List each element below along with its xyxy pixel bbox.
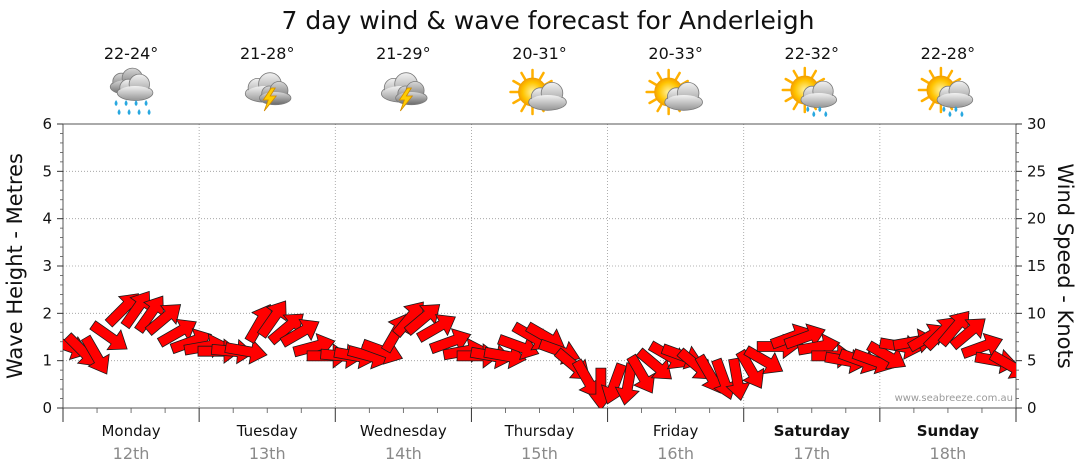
wind-arrow [725, 357, 751, 401]
rain-cloud-icon [109, 67, 154, 115]
left-tick-label: 2 [42, 304, 52, 322]
temperature-label: 22-24° [104, 44, 159, 63]
wind-arrow [988, 350, 1016, 379]
partly-cloudy-icon [645, 68, 703, 116]
wind-arrow [267, 313, 304, 346]
temperature-label: 22-28° [921, 44, 976, 63]
date-label: 13th [249, 444, 286, 463]
day-label: Thursday [504, 422, 575, 440]
sun-shower-icon [917, 66, 974, 117]
wind-arrow [614, 362, 640, 406]
wind-arrow [866, 340, 907, 370]
thunderstorm-icon [381, 72, 428, 112]
right-y-axis: 0 5 10 15 20 25 30 [1016, 115, 1046, 417]
date-label: 16th [657, 444, 694, 463]
right-tick-label: 25 [1027, 162, 1046, 180]
wind-arrow [403, 304, 441, 336]
date-label: 18th [930, 444, 967, 463]
day-label: Sunday [917, 422, 980, 440]
date-label: 12th [113, 444, 150, 463]
wind-arrow [626, 353, 656, 394]
left-tick-label: 0 [42, 399, 52, 417]
wind-arrow [415, 314, 456, 343]
right-tick-label: 10 [1027, 304, 1046, 322]
partly-cloudy-icon [509, 68, 567, 116]
day-label: Wednesday [360, 422, 447, 440]
x-axis: Monday 12th Tuesday 13th Wednesday 14th Thursd… [62, 408, 1017, 463]
wind-arrow [743, 345, 784, 375]
wind-arrow [144, 304, 182, 336]
wind-arrow [156, 318, 197, 348]
right-tick-label: 5 [1027, 352, 1037, 370]
temperature-label: 22-32° [785, 44, 840, 63]
left-tick-label: 6 [42, 115, 52, 133]
left-tick-label: 3 [42, 257, 52, 275]
wind-arrow [224, 339, 268, 365]
wind-arrow [960, 332, 1004, 359]
wind-arrow [949, 318, 986, 351]
wind-arrow [256, 300, 287, 339]
right-axis-title: Wind Speed - Knots [1053, 163, 1077, 368]
wind-arrow [80, 334, 110, 375]
wind-arrow [635, 347, 672, 380]
sun-shower-icon [781, 66, 838, 117]
temperature-label: 20-33° [648, 44, 703, 63]
temperature-row: 22-24° 21-28° 21-29° 20-31° 20-33° 22-32° 22-2… [104, 44, 975, 63]
left-tick-label: 4 [42, 210, 52, 228]
watermark: www.seabreeze.com.au [895, 393, 1013, 404]
thunderstorm-icon [244, 72, 292, 112]
gridlines [63, 124, 1016, 408]
wind-arrow [279, 318, 320, 348]
wind-arrow [89, 320, 128, 351]
wind-arrow [497, 334, 540, 361]
left-tick-label: 5 [42, 162, 52, 180]
date-label: 15th [521, 444, 558, 463]
right-tick-label: 20 [1027, 210, 1046, 228]
left-axis-title: Wave Height - Metres [3, 153, 27, 379]
date-label: 14th [385, 444, 422, 463]
temperature-label: 21-29° [376, 44, 431, 63]
day-label: Saturday [774, 422, 851, 440]
chart-title: 7 day wind & wave forecast for Anderleig… [282, 6, 815, 35]
temperature-label: 20-31° [512, 44, 567, 63]
day-label: Friday [653, 422, 699, 440]
left-y-axis: 0 1 2 3 4 5 6 [42, 115, 63, 417]
right-tick-label: 15 [1027, 257, 1046, 275]
weather-icons-row [109, 66, 974, 117]
sun-rays [917, 66, 965, 114]
right-tick-label: 30 [1027, 115, 1046, 133]
day-label: Tuesday [236, 422, 298, 440]
wind-arrow [735, 348, 765, 389]
temperature-label: 21-28° [240, 44, 295, 63]
day-label: Monday [101, 422, 160, 440]
right-tick-label: 0 [1027, 399, 1037, 417]
wind-arrows-series [63, 290, 1016, 408]
date-label: 17th [793, 444, 830, 463]
left-tick-label: 1 [42, 352, 52, 370]
